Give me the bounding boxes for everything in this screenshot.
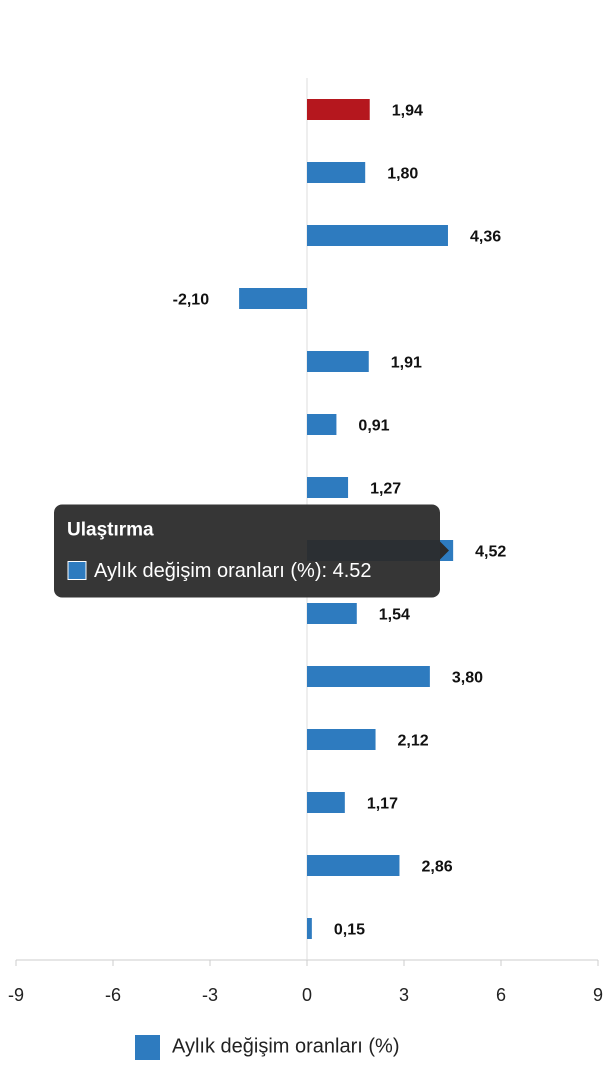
value-label: 0,91 bbox=[358, 418, 389, 435]
x-tick-label: 9 bbox=[593, 985, 603, 1005]
bar bbox=[307, 477, 349, 498]
value-label: 3,80 bbox=[452, 670, 483, 687]
bar bbox=[239, 288, 307, 309]
value-label: 2,12 bbox=[398, 733, 429, 750]
x-tick-label: 0 bbox=[302, 985, 312, 1005]
tooltip-box bbox=[54, 504, 440, 598]
value-label: 1,80 bbox=[387, 166, 418, 183]
value-label: 4,52 bbox=[475, 544, 506, 561]
bar bbox=[307, 99, 370, 120]
tooltip-swatch bbox=[67, 561, 87, 580]
value-label: 2,86 bbox=[421, 859, 452, 876]
value-label: 1,54 bbox=[379, 607, 410, 624]
x-tick-label: 3 bbox=[399, 985, 409, 1005]
value-label: 1,27 bbox=[370, 481, 401, 498]
x-tick-label: 6 bbox=[496, 985, 506, 1005]
legend-label: Aylık değişim oranları (%) bbox=[172, 1035, 399, 1057]
bar bbox=[307, 225, 448, 246]
tooltip: Ulaştırma Aylık değişim oranları (%): 4.5… bbox=[54, 504, 449, 598]
value-label: 1,94 bbox=[392, 103, 423, 120]
value-label: -2,10 bbox=[173, 292, 210, 309]
bar bbox=[307, 162, 366, 183]
value-label: 4,36 bbox=[470, 229, 501, 246]
value-label: 0,15 bbox=[334, 922, 365, 939]
bar bbox=[307, 666, 430, 687]
legend-swatch bbox=[135, 1035, 160, 1060]
value-label: 1,17 bbox=[367, 796, 398, 813]
tooltip-title: Ulaştırma bbox=[67, 520, 154, 541]
tooltip-text: Aylık değişim oranları (%): 4.52 bbox=[94, 560, 372, 582]
bar bbox=[307, 855, 400, 876]
bar bbox=[307, 414, 337, 435]
bar bbox=[307, 792, 345, 813]
tooltip-arrow bbox=[440, 541, 449, 560]
bar bbox=[307, 729, 376, 750]
value-label: 1,91 bbox=[391, 355, 422, 372]
bar bbox=[307, 603, 357, 624]
x-tick-label: -9 bbox=[8, 985, 24, 1005]
x-tick-label: -6 bbox=[105, 985, 121, 1005]
bar bbox=[307, 918, 312, 939]
x-tick-label: -3 bbox=[202, 985, 218, 1005]
bar bbox=[307, 351, 369, 372]
